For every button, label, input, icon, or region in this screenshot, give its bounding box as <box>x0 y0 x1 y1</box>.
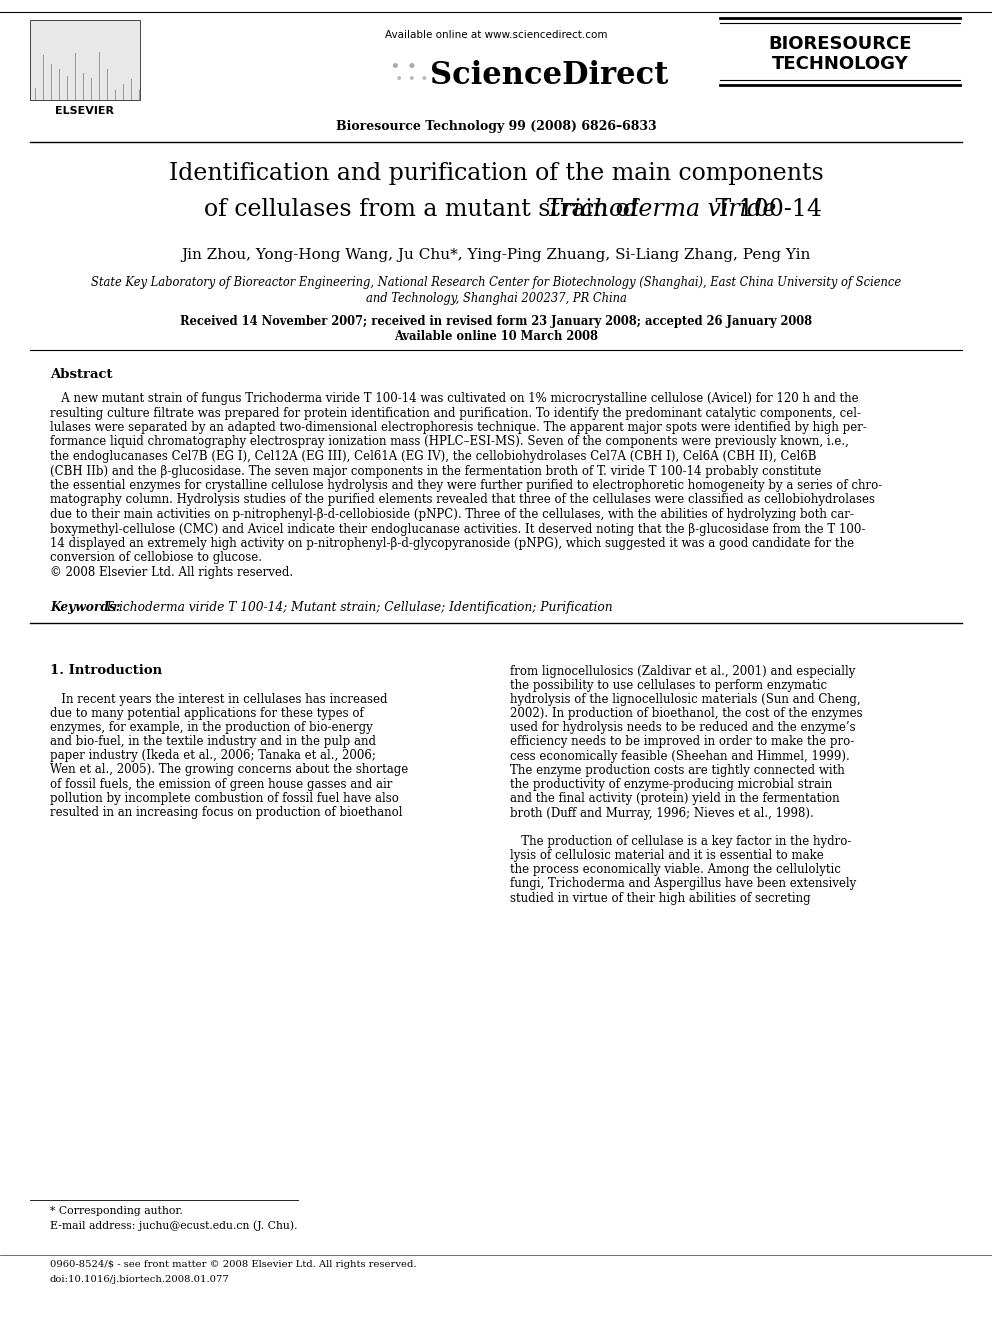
Text: from lignocellulosics (Zaldivar et al., 2001) and especially: from lignocellulosics (Zaldivar et al., … <box>510 664 855 677</box>
Text: T 100-14: T 100-14 <box>707 198 821 221</box>
Text: Wen et al., 2005). The growing concerns about the shortage: Wen et al., 2005). The growing concerns … <box>50 763 409 777</box>
Text: 1. Introduction: 1. Introduction <box>50 664 162 677</box>
Text: paper industry (Ikeda et al., 2006; Tanaka et al., 2006;: paper industry (Ikeda et al., 2006; Tana… <box>50 749 376 762</box>
Text: Keywords:: Keywords: <box>50 601 129 614</box>
Text: Received 14 November 2007; received in revised form 23 January 2008; accepted 26: Received 14 November 2007; received in r… <box>180 315 812 328</box>
Text: doi:10.1016/j.biortech.2008.01.077: doi:10.1016/j.biortech.2008.01.077 <box>50 1275 230 1285</box>
Text: ELSEVIER: ELSEVIER <box>56 106 114 116</box>
Text: of fossil fuels, the emission of green house gasses and air: of fossil fuels, the emission of green h… <box>50 778 393 791</box>
Text: and bio-fuel, in the textile industry and in the pulp and: and bio-fuel, in the textile industry an… <box>50 736 376 747</box>
Text: used for hydrolysis needs to be reduced and the enzyme’s: used for hydrolysis needs to be reduced … <box>510 721 856 734</box>
Text: © 2008 Elsevier Ltd. All rights reserved.: © 2008 Elsevier Ltd. All rights reserved… <box>50 566 293 579</box>
Text: State Key Laboratory of Bioreactor Engineering, National Research Center for Bio: State Key Laboratory of Bioreactor Engin… <box>91 277 901 288</box>
Text: Available online at www.sciencedirect.com: Available online at www.sciencedirect.co… <box>385 30 607 40</box>
Bar <box>30 20 140 101</box>
Text: Jin Zhou, Yong-Hong Wang, Ju Chu*, Ying-Ping Zhuang, Si-Liang Zhang, Peng Yin: Jin Zhou, Yong-Hong Wang, Ju Chu*, Ying-… <box>182 247 810 262</box>
Text: the possibility to use cellulases to perform enzymatic: the possibility to use cellulases to per… <box>510 679 827 692</box>
Text: ScienceDirect: ScienceDirect <box>430 60 669 91</box>
Text: 14 displayed an extremely high activity on p-nitrophenyl-β-d-glycopyranoside (pN: 14 displayed an extremely high activity … <box>50 537 854 550</box>
Text: lulases were separated by an adapted two-dimensional electrophoresis technique. : lulases were separated by an adapted two… <box>50 421 867 434</box>
Text: Identification and purification of the main components: Identification and purification of the m… <box>169 161 823 185</box>
Text: lysis of cellulosic material and it is essential to make: lysis of cellulosic material and it is e… <box>510 849 823 863</box>
Text: and Technology, Shanghai 200237, PR China: and Technology, Shanghai 200237, PR Chin… <box>366 292 626 306</box>
Text: BIORESOURCE: BIORESOURCE <box>768 34 912 53</box>
Text: pollution by incomplete combustion of fossil fuel have also: pollution by incomplete combustion of fo… <box>50 792 399 804</box>
Text: due to many potential applications for these types of: due to many potential applications for t… <box>50 706 364 720</box>
Text: efficiency needs to be improved in order to make the pro-: efficiency needs to be improved in order… <box>510 736 854 749</box>
Text: the essential enzymes for crystalline cellulose hydrolysis and they were further: the essential enzymes for crystalline ce… <box>50 479 882 492</box>
Text: 2002). In production of bioethanol, the cost of the enzymes: 2002). In production of bioethanol, the … <box>510 706 863 720</box>
Text: conversion of cellobiose to glucose.: conversion of cellobiose to glucose. <box>50 552 262 565</box>
Text: A new mutant strain of fungus Trichoderma viride T 100-14 was cultivated on 1% m: A new mutant strain of fungus Trichoderm… <box>50 392 859 405</box>
Text: Trichoderma viride T 100-14; Mutant strain; Cellulase; Identification; Purificat: Trichoderma viride T 100-14; Mutant stra… <box>105 601 613 614</box>
Text: The production of cellulase is a key factor in the hydro-: The production of cellulase is a key fac… <box>510 835 851 848</box>
Text: resulting culture filtrate was prepared for protein identification and purificat: resulting culture filtrate was prepared … <box>50 406 861 419</box>
Text: In recent years the interest in cellulases has increased: In recent years the interest in cellulas… <box>50 692 388 705</box>
Text: 0960-8524/$ - see front matter © 2008 Elsevier Ltd. All rights reserved.: 0960-8524/$ - see front matter © 2008 El… <box>50 1259 417 1269</box>
Text: enzymes, for example, in the production of bio-energy: enzymes, for example, in the production … <box>50 721 373 734</box>
Text: due to their main activities on p-nitrophenyl-β-d-cellobioside (pNPC). Three of : due to their main activities on p-nitrop… <box>50 508 854 521</box>
Text: Trichoderma viride: Trichoderma viride <box>546 198 776 221</box>
Text: and the final activity (protein) yield in the fermentation: and the final activity (protein) yield i… <box>510 792 839 806</box>
Text: the productivity of enzyme-producing microbial strain: the productivity of enzyme-producing mic… <box>510 778 832 791</box>
Text: the process economically viable. Among the cellulolytic: the process economically viable. Among t… <box>510 864 841 876</box>
Text: The enzyme production costs are tightly connected with: The enzyme production costs are tightly … <box>510 763 845 777</box>
Text: matography column. Hydrolysis studies of the purified elements revealed that thr: matography column. Hydrolysis studies of… <box>50 493 875 507</box>
Text: E-mail address: juchu@ecust.edu.cn (J. Chu).: E-mail address: juchu@ecust.edu.cn (J. C… <box>50 1220 298 1230</box>
Text: • •: • • <box>390 58 418 75</box>
Text: hydrolysis of the lignocellulosic materials (Sun and Cheng,: hydrolysis of the lignocellulosic materi… <box>510 693 861 706</box>
Text: boxymethyl-cellulose (CMC) and Avicel indicate their endoglucanase activities. I: boxymethyl-cellulose (CMC) and Avicel in… <box>50 523 865 536</box>
Text: resulted in an increasing focus on production of bioethanol: resulted in an increasing focus on produ… <box>50 806 403 819</box>
Text: broth (Duff and Murray, 1996; Nieves et al., 1998).: broth (Duff and Murray, 1996; Nieves et … <box>510 807 813 819</box>
Text: TECHNOLOGY: TECHNOLOGY <box>772 56 909 73</box>
Text: (CBH IIb) and the β-glucosidase. The seven major components in the fermentation : (CBH IIb) and the β-glucosidase. The sev… <box>50 464 821 478</box>
Text: cess economically feasible (Sheehan and Himmel, 1999).: cess economically feasible (Sheehan and … <box>510 750 850 762</box>
Text: * Corresponding author.: * Corresponding author. <box>50 1207 183 1216</box>
Text: studied in virtue of their high abilities of secreting: studied in virtue of their high abilitie… <box>510 892 810 905</box>
Text: Abstract: Abstract <box>50 368 112 381</box>
Text: the endoglucanases Cel7B (EG I), Cel12A (EG III), Cel61A (EG IV), the cellobiohy: the endoglucanases Cel7B (EG I), Cel12A … <box>50 450 816 463</box>
Text: formance liquid chromatography electrospray ionization mass (HPLC–ESI-MS). Seven: formance liquid chromatography electrosp… <box>50 435 849 448</box>
Text: Available online 10 March 2008: Available online 10 March 2008 <box>394 329 598 343</box>
Text: Bioresource Technology 99 (2008) 6826–6833: Bioresource Technology 99 (2008) 6826–68… <box>335 120 657 134</box>
Text: fungi, Trichoderma and Aspergillus have been extensively: fungi, Trichoderma and Aspergillus have … <box>510 877 856 890</box>
Text: • • •: • • • <box>395 71 429 86</box>
Text: of cellulases from a mutant strain of: of cellulases from a mutant strain of <box>203 198 646 221</box>
